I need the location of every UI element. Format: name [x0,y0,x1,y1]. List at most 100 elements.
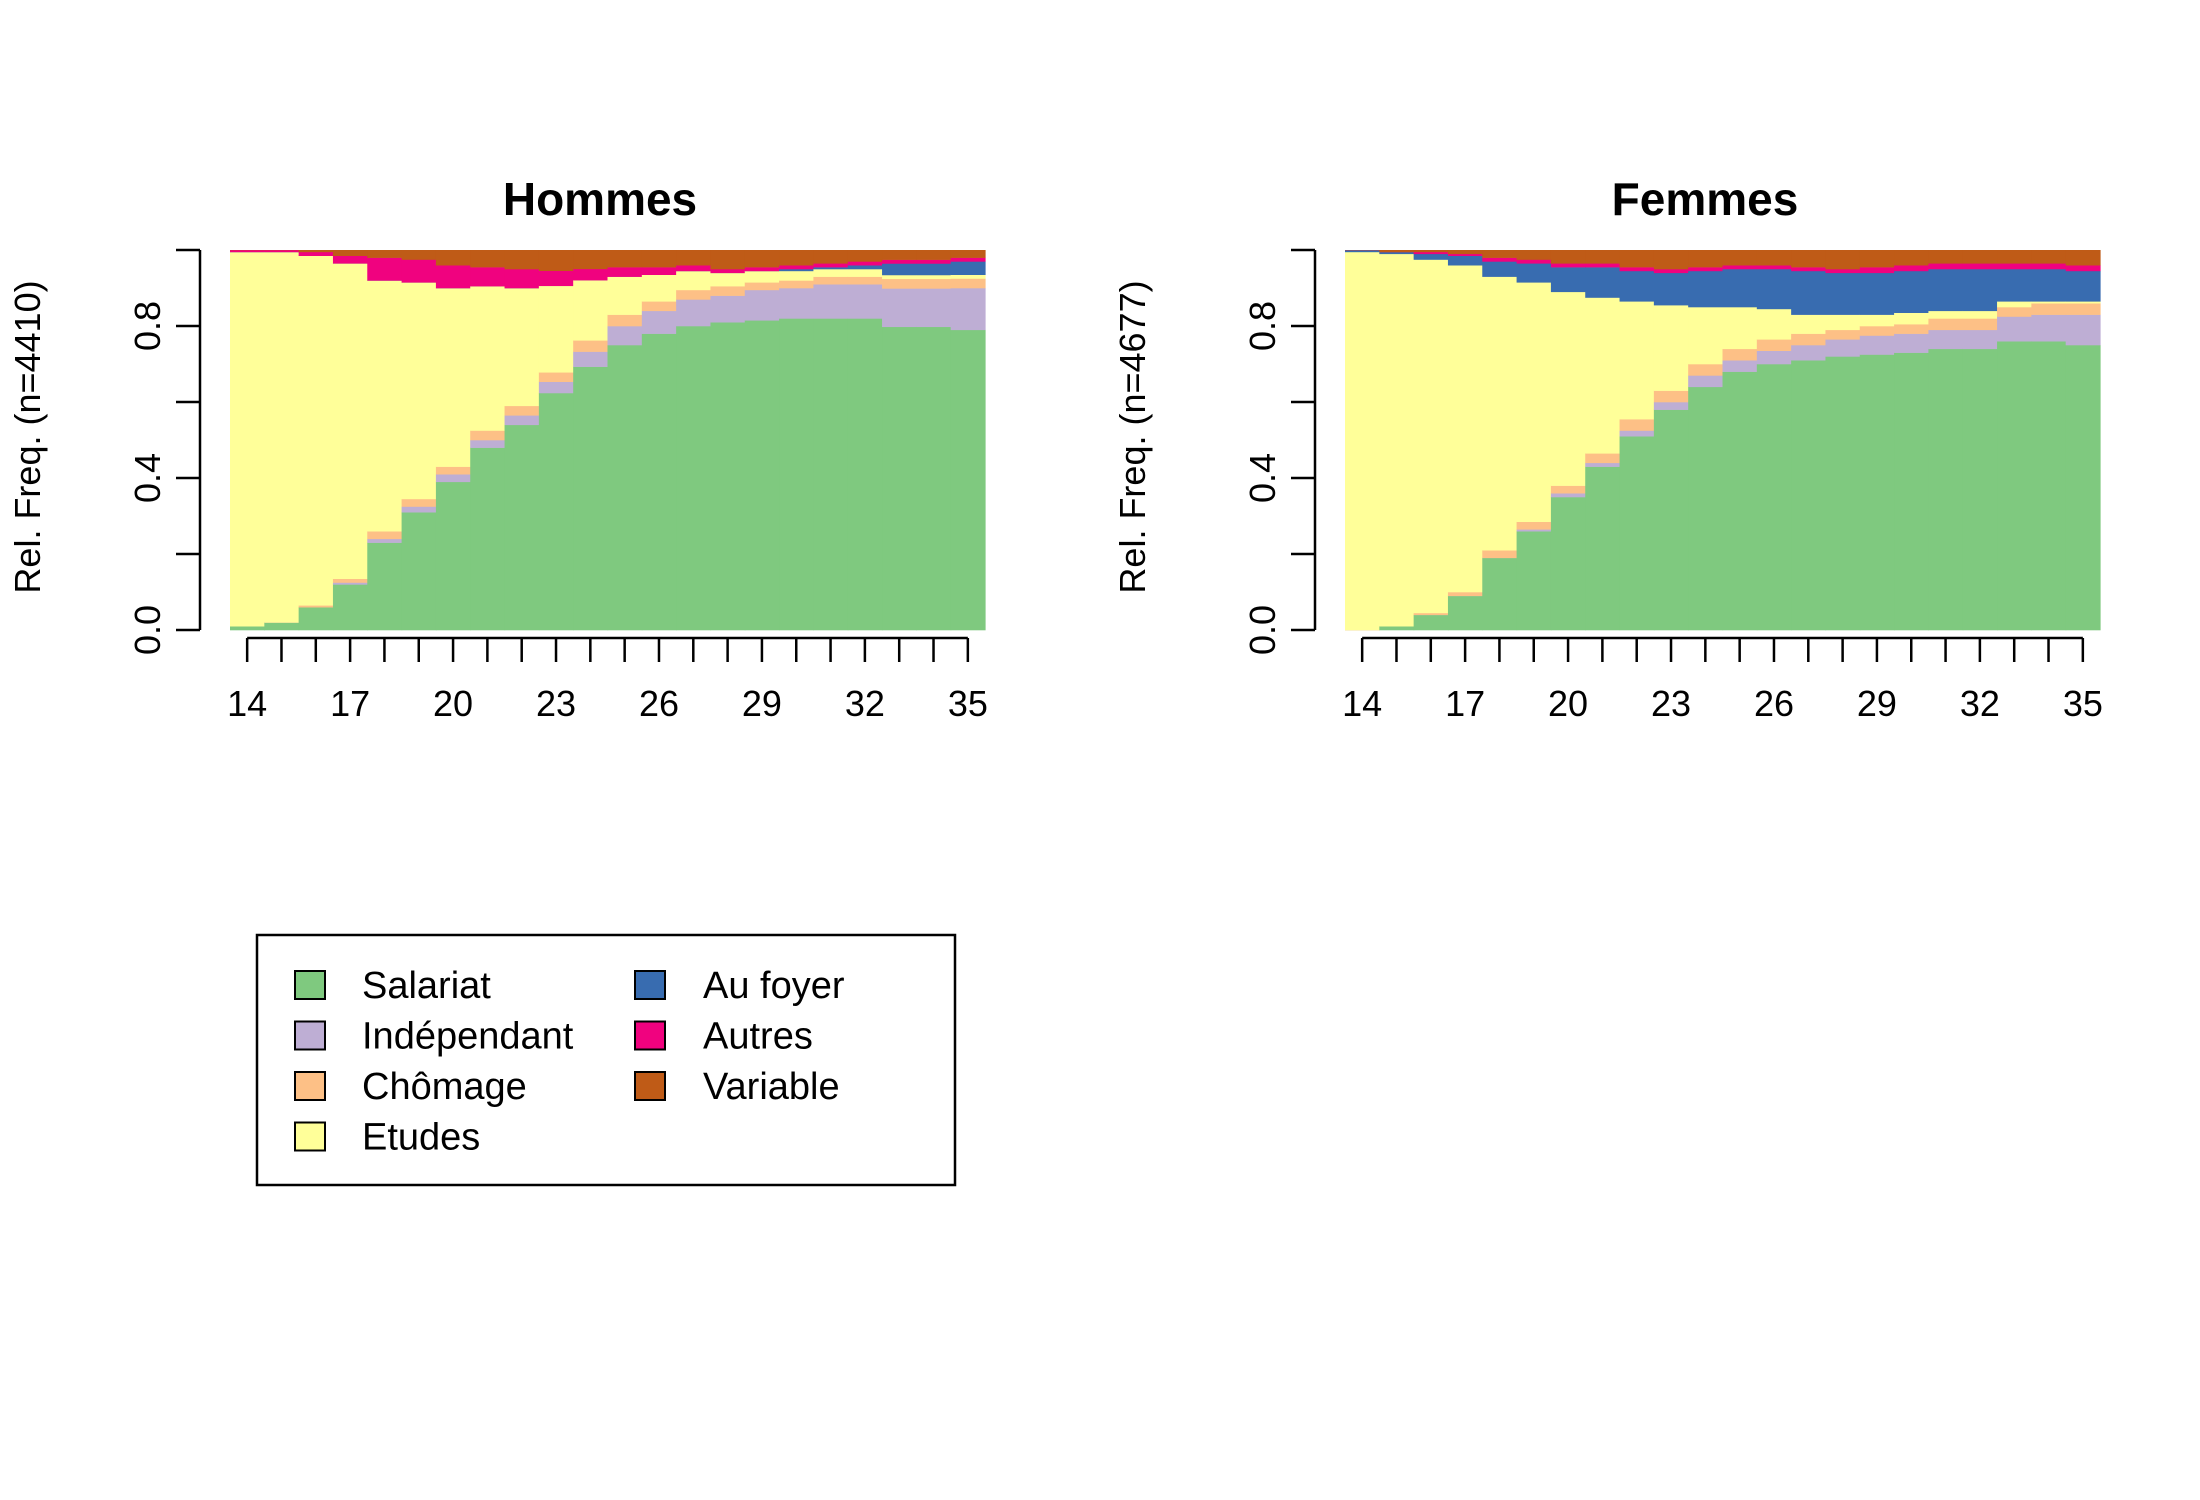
x-tick-label: 29 [1857,683,1897,724]
bar-segment [367,538,403,543]
bar-segment [1516,521,1552,530]
bar-segment [1997,316,2032,342]
bar-segment [950,250,986,258]
bar-segment [367,531,403,540]
bar-segment [676,270,712,291]
bar-segment [916,288,952,328]
bar-segment [710,322,746,631]
bar-segment [1894,324,1930,334]
bar-segment [916,250,952,260]
bar-segment [1345,251,1380,631]
bar-segment [1997,307,2032,317]
bar-segment [435,288,471,467]
bar-segment [1653,305,1689,391]
bar-segment [813,318,849,631]
bar-segment [230,250,265,253]
bar-segment [470,430,506,441]
bar-segment [1550,485,1586,494]
bar-segment [1928,250,1964,264]
bar-segment [1756,339,1792,351]
bar-segment [1894,265,1930,272]
bar-segment [1894,270,1930,313]
bar-segment [641,250,677,268]
bar-segment [504,250,540,270]
bar-segment [1379,253,1415,627]
bar-segment [1962,269,1998,312]
legend-swatch [634,970,666,1000]
bar-segment [264,622,300,631]
bar-segment [1688,364,1724,376]
bar-segment [950,278,986,289]
bar-segment [1859,314,1895,327]
bar-segment [1859,326,1895,336]
x-tick-label: 35 [948,683,988,724]
legend-box [255,933,957,1187]
bar-segment [1722,265,1758,270]
bar-segment [1928,310,1964,319]
bar-segment [1619,267,1655,272]
bar-segment [1688,267,1724,272]
bar-segment [1379,626,1415,631]
bar-segment [1997,250,2032,264]
bar-segment [1825,272,1861,315]
bar-segment [367,250,403,258]
bar-segment [1585,462,1621,467]
bar-segment [779,250,815,266]
bar-segment [538,285,574,373]
bar-segment [264,250,300,253]
bar-segment [641,274,677,302]
bar-segment [950,257,986,262]
bar-segment [1653,250,1689,270]
bar-segment [676,265,712,272]
x-tick-label: 32 [845,683,885,724]
bar-segment [1653,390,1689,403]
bar-segment [1516,263,1552,283]
bar-segment [2031,301,2067,304]
bar-segment [744,267,780,272]
bar-segment [641,310,677,334]
bar-segment [298,250,334,253]
bar-segment [538,392,574,631]
bar-segment [1825,356,1861,631]
bar-segment [332,578,368,583]
bar-segment [1997,269,2032,302]
bar-segment [1653,269,1689,274]
bar-segment [744,289,780,321]
bar-segment [1413,259,1449,614]
bar-segment [847,269,883,277]
bar-segment [1379,251,1415,255]
bar-segment [298,607,334,631]
axes: 0.0 0.4 0.8 14 17 20 23 26 29 32 35 [127,248,988,724]
bar-segment [916,326,952,631]
bar-segment [676,299,712,327]
bar-segment [470,440,506,448]
bar-segment [710,272,746,287]
bar-segment [470,250,506,268]
bar-segment [1928,269,1964,312]
bar-segment [1345,250,1380,253]
bar-segment [1791,345,1827,361]
bar-segment [504,288,540,407]
bar-segment [1516,250,1552,260]
bar-segment [1688,270,1724,308]
bar-segment [538,270,574,287]
bar-segment [1894,333,1930,353]
bar-segment [1962,318,1998,331]
bar-segment [779,269,815,272]
bar-segment [1825,250,1861,270]
bar-segment [538,372,574,382]
bar-segment [710,286,746,296]
bar-segment [882,274,917,280]
bar-segment [435,265,471,289]
bar-segment [367,542,403,631]
bar-segment [264,251,300,623]
chart-hommes: Hommes 0.0 0.4 0.8 14 17 20 23 26 29 32 35 Rel. Fr… [7,173,988,724]
bar-segment [573,340,609,352]
bar-segment [2065,265,2101,272]
bar-segment [1482,276,1518,551]
bar-segment [1722,360,1758,372]
bar-segment [1619,301,1655,420]
x-tick-label: 23 [1651,683,1691,724]
y-axis-label: Rel. Freq. (n=4677) [1112,280,1153,593]
bar-segment [916,274,952,280]
